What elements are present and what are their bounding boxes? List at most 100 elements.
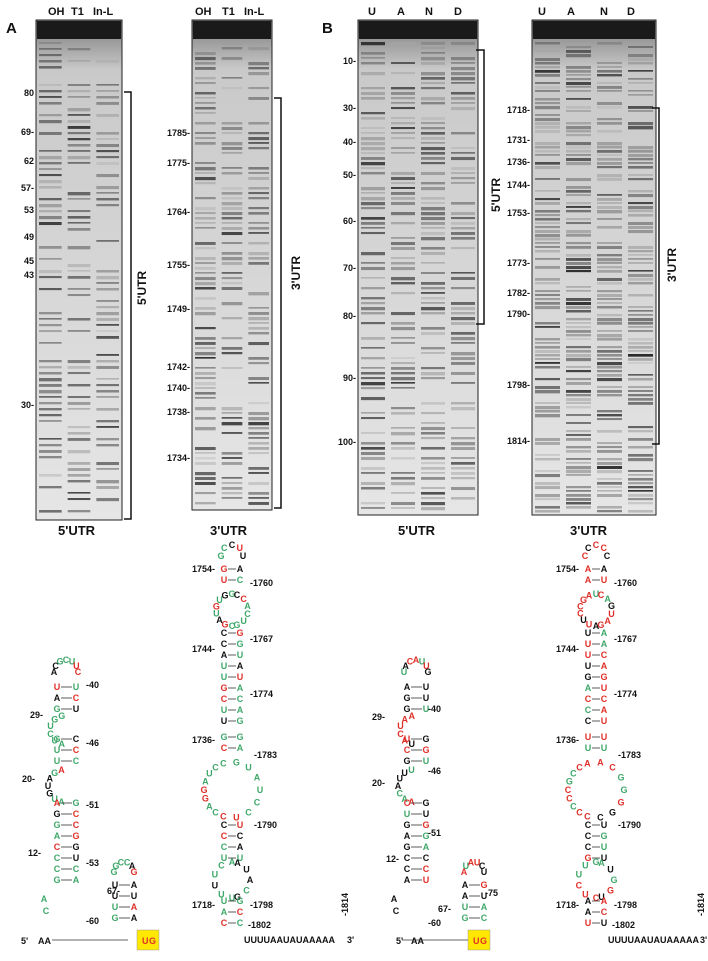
gel-band — [597, 178, 622, 181]
gel-band — [391, 127, 415, 130]
gel-band — [361, 302, 385, 305]
gel-band — [221, 212, 243, 216]
gel-band — [361, 337, 385, 340]
nucleotide: U — [396, 774, 403, 784]
gel-band — [391, 117, 415, 119]
gel-band — [421, 462, 445, 465]
gel-band — [221, 407, 243, 411]
gel-band — [628, 246, 653, 249]
gel-band — [451, 337, 475, 341]
gel-band — [96, 174, 119, 178]
gel-band — [361, 232, 385, 235]
nucleotide: U — [601, 918, 608, 928]
nucleotide: C — [585, 543, 592, 553]
gel-a-5utr: OH T1 In-L 80 69- 62 57- 53 49 45 43 30- 5'UTR 5… — [21, 6, 149, 538]
nucleotide: U — [212, 869, 219, 879]
lane-label-u: U — [538, 6, 546, 18]
gel-band — [361, 117, 385, 120]
gel-band — [628, 278, 653, 281]
gel-band — [391, 62, 415, 65]
gel-band — [96, 60, 119, 63]
gel-band — [67, 270, 91, 272]
nucleotide: G — [620, 785, 627, 795]
gel-band — [248, 442, 269, 445]
gel-band — [248, 292, 269, 296]
nucleotide: A — [254, 772, 261, 782]
gel-band — [451, 442, 475, 446]
gel-band — [96, 102, 119, 105]
gel-band — [421, 502, 445, 506]
gel-band — [248, 137, 269, 141]
gel-band — [96, 408, 119, 411]
nucleotide: G — [72, 831, 79, 841]
nucleotide: U — [601, 842, 608, 852]
nucleotide: U — [408, 765, 415, 775]
gel-band — [451, 362, 475, 365]
gel-band — [39, 510, 62, 513]
gel-band — [248, 147, 269, 150]
gel-band — [421, 492, 445, 495]
gel-band — [628, 498, 653, 501]
gel-band — [96, 378, 119, 380]
gel-band — [566, 134, 591, 137]
nucleotide: U — [582, 890, 589, 900]
gel-band — [451, 212, 475, 216]
nucleotide: G — [236, 639, 243, 649]
nucleotide: U — [257, 785, 264, 795]
gel-band — [195, 377, 216, 380]
gel-band — [421, 212, 445, 216]
size-marker-label: 53 — [24, 205, 34, 215]
nucleotide: A — [41, 894, 48, 904]
position-label: 1744- — [556, 644, 579, 654]
gel-band — [597, 354, 622, 357]
gel-well — [193, 21, 271, 39]
gel-band — [566, 82, 591, 86]
gel-band — [566, 354, 591, 358]
gel-band — [566, 358, 591, 362]
gel-band — [391, 292, 415, 295]
gel-band — [248, 197, 269, 200]
gel-band — [628, 402, 653, 405]
nucleotide: G — [233, 620, 240, 630]
gel-band — [39, 312, 62, 315]
gel-band — [221, 422, 243, 426]
gel-band — [597, 350, 622, 353]
nucleotide: U — [69, 657, 76, 667]
gel-band — [597, 86, 622, 89]
nucleotide: C — [212, 762, 219, 772]
gel-band — [248, 227, 269, 230]
gel-band — [391, 42, 415, 45]
gel-band — [391, 327, 415, 331]
gel-band — [221, 337, 243, 340]
gel-band — [195, 312, 216, 316]
gel-band — [566, 206, 591, 208]
gel-band — [421, 287, 445, 290]
gel-band — [421, 227, 445, 229]
nucleotide: A — [586, 591, 593, 601]
size-marker-label: 1734- — [167, 453, 190, 463]
lane-label-u: U — [368, 6, 376, 18]
gel-band — [535, 278, 560, 281]
gel-band — [221, 152, 243, 154]
lane-label-t1: T1 — [222, 6, 235, 18]
nucleotide: A — [481, 902, 488, 912]
gel-band — [195, 397, 216, 399]
gel-band — [96, 444, 119, 447]
gel-band — [67, 90, 91, 93]
gel-band — [391, 152, 415, 154]
gel-band — [597, 242, 622, 244]
nucleotide: U — [481, 891, 488, 901]
nucleotide: G — [597, 620, 604, 630]
gel-band — [566, 462, 591, 464]
gel-band — [195, 492, 216, 495]
gel-band — [597, 154, 622, 156]
nucleotide: U — [419, 657, 426, 667]
gel-band — [195, 327, 216, 330]
gel-band — [221, 232, 243, 236]
gel-band — [597, 414, 622, 417]
gel-band — [597, 82, 622, 84]
gel-band — [391, 337, 415, 339]
gel-band — [535, 322, 560, 325]
gel-band — [195, 197, 216, 200]
